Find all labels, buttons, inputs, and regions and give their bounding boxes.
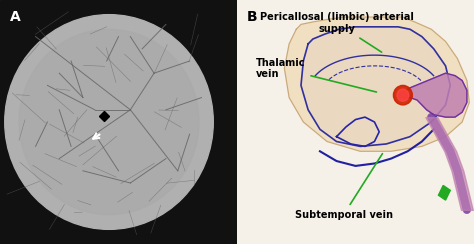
Circle shape <box>397 89 409 101</box>
Text: B: B <box>246 10 257 24</box>
Polygon shape <box>284 17 469 151</box>
Polygon shape <box>438 185 450 200</box>
Text: Thalamic
vein: Thalamic vein <box>256 58 376 92</box>
Text: Subtemporal vein: Subtemporal vein <box>295 154 392 220</box>
Polygon shape <box>398 73 467 117</box>
Circle shape <box>393 85 412 105</box>
Text: Pericallosal (limbic) arterial
supply: Pericallosal (limbic) arterial supply <box>260 12 413 52</box>
Polygon shape <box>301 27 450 146</box>
Circle shape <box>5 15 213 229</box>
Text: A: A <box>9 10 20 24</box>
Circle shape <box>19 29 199 215</box>
